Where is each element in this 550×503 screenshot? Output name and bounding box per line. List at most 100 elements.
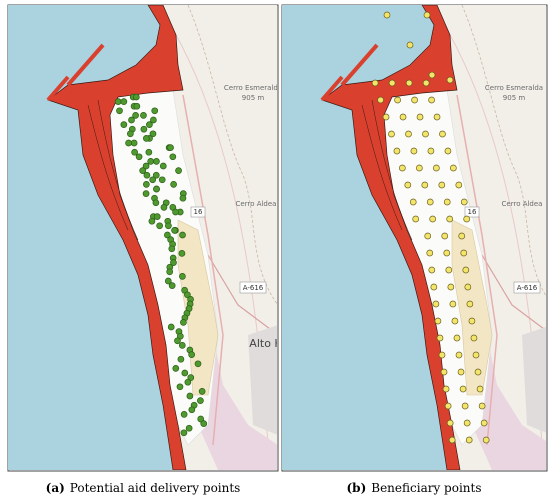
- map-point: [405, 79, 413, 87]
- map-point: [172, 208, 179, 216]
- map-point: [176, 383, 184, 391]
- map-point: [128, 116, 135, 124]
- map-point: [463, 419, 471, 427]
- map-label: Cerro Esmeralda: [485, 84, 543, 92]
- map-point: [404, 181, 412, 189]
- map-label: Cerro Aldea: [236, 200, 277, 208]
- map-point: [426, 198, 434, 206]
- caption-label: (b): [347, 481, 367, 495]
- map-label: Alto H: [249, 337, 282, 350]
- map-point: [421, 181, 429, 189]
- map-point: [165, 222, 172, 230]
- map-point: [423, 11, 431, 19]
- map-panel: Cerro Esmeralda 905 m Cerro Aldea 16 A-6…: [8, 5, 282, 470]
- map-point: [463, 215, 471, 223]
- map-point: [427, 147, 435, 155]
- map-point: [460, 249, 468, 257]
- map-label: 905 m: [242, 94, 265, 102]
- map-point: [412, 215, 420, 223]
- caption: (b) Beneficiary points: [347, 481, 482, 495]
- map-point: [445, 266, 453, 274]
- map-point: [433, 113, 441, 121]
- points: [371, 11, 490, 444]
- map-point: [371, 79, 379, 87]
- map-point: [172, 365, 180, 372]
- map-point: [462, 266, 470, 274]
- map-point: [188, 406, 196, 414]
- map-point: [443, 198, 451, 206]
- map-point: [465, 436, 473, 444]
- map-point: [451, 317, 459, 325]
- map-label: 905 m: [503, 94, 526, 102]
- map-point: [140, 125, 148, 133]
- map-point: [410, 147, 418, 155]
- map-point: [151, 107, 159, 115]
- road-label: 16: [194, 208, 203, 216]
- map-point: [186, 392, 194, 400]
- map-point: [434, 317, 442, 325]
- map-point: [179, 194, 187, 202]
- map-point: [466, 300, 474, 308]
- map-point: [411, 96, 418, 104]
- map-point: [135, 153, 143, 161]
- map-point: [478, 402, 486, 410]
- map-point: [428, 266, 436, 274]
- map-point: [156, 222, 163, 230]
- map-point: [444, 402, 452, 410]
- map-point: [448, 436, 456, 444]
- map-point: [164, 277, 172, 285]
- map-point: [393, 147, 401, 155]
- map-point: [114, 98, 122, 105]
- map-point: [429, 215, 437, 223]
- map-point: [453, 334, 461, 342]
- map-point: [430, 283, 438, 291]
- map-point: [438, 351, 446, 359]
- map-point: [409, 198, 417, 206]
- map-point: [436, 334, 444, 342]
- map-point: [127, 130, 134, 138]
- map-point: [148, 217, 156, 225]
- map-point: [158, 176, 166, 184]
- map-point: [388, 79, 396, 87]
- map-point: [167, 323, 175, 331]
- map-point: [474, 368, 482, 376]
- map-point: [438, 181, 446, 189]
- caption-text: Beneficiary points: [371, 481, 481, 495]
- map-point: [149, 176, 157, 184]
- map-point: [179, 273, 186, 280]
- map-point: [140, 112, 147, 119]
- map-point: [146, 121, 153, 128]
- map-point: [171, 227, 178, 234]
- caption-text: Potential aid delivery points: [70, 481, 241, 495]
- map-point: [416, 113, 424, 121]
- map-point: [455, 181, 463, 189]
- map-point: [132, 112, 139, 119]
- map-point: [168, 245, 176, 253]
- map-point: [405, 130, 412, 138]
- map-point: [132, 93, 140, 101]
- map-point: [168, 282, 176, 289]
- map-point: [120, 121, 128, 128]
- map-point: [444, 147, 452, 155]
- map-point: [440, 368, 448, 376]
- map-point: [179, 231, 186, 239]
- map-point: [439, 130, 446, 138]
- map-point: [147, 158, 155, 165]
- map-point: [442, 385, 450, 393]
- map-point: [468, 317, 476, 325]
- basemap: [282, 5, 546, 470]
- basemap: [8, 5, 277, 470]
- map-point: [449, 300, 457, 308]
- map-point: [131, 148, 138, 156]
- map-point: [145, 148, 153, 156]
- road-label: A-616: [517, 284, 538, 292]
- map-point: [185, 424, 193, 432]
- map-point: [482, 436, 490, 444]
- map-point: [170, 181, 177, 188]
- map-panel: Cerro Esmeralda 905 m Cerro Aldea 16 A-6…: [282, 5, 546, 470]
- map-point: [422, 79, 430, 87]
- map-point: [180, 319, 187, 326]
- map-point: [170, 259, 177, 266]
- map-point: [428, 96, 435, 104]
- map-point: [184, 291, 191, 299]
